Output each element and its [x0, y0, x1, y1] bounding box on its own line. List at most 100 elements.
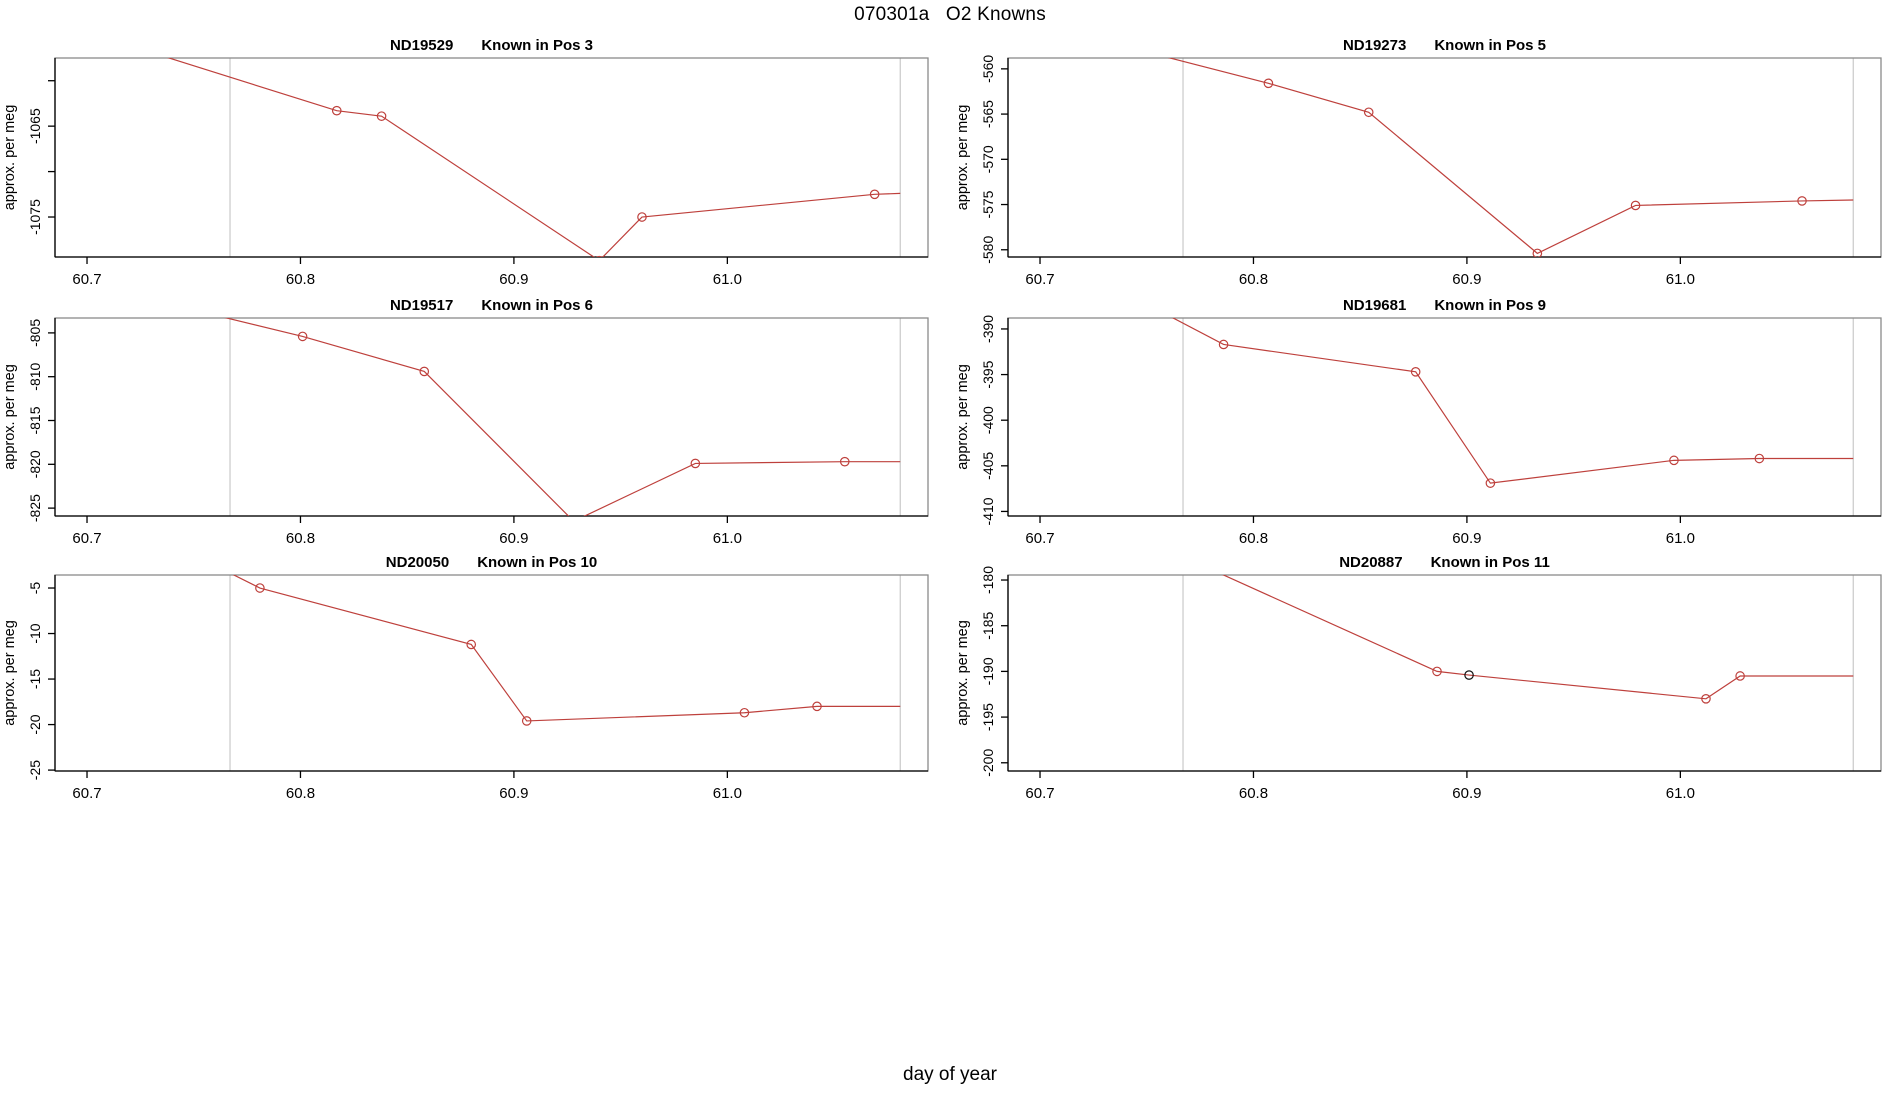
x-tick-label: 60.9 — [499, 785, 528, 802]
series-line — [1222, 575, 1854, 700]
data-point — [1630, 200, 1641, 211]
y-tick-label: -575 — [980, 190, 996, 218]
data-point — [869, 189, 880, 200]
panel-box — [54, 317, 929, 517]
y-tick-label: -820 — [27, 450, 43, 478]
x-tick-label: 60.8 — [1239, 785, 1268, 802]
x-tick-label: 61.0 — [1666, 271, 1695, 288]
data-point — [812, 701, 822, 712]
y-tick-label: -10 — [27, 623, 43, 643]
panel-ND19681: 60.7 60.8 60.9 61.0 -390 -395 -400 -405 -410 appr… — [955, 297, 1882, 547]
y-tick-label: -565 — [980, 100, 996, 128]
y-tick-label: -815 — [27, 406, 43, 434]
panel-box — [1007, 57, 1882, 258]
x-tick-label: 60.8 — [1239, 530, 1268, 547]
x-tick-label: 61.0 — [713, 530, 742, 547]
data-point — [331, 105, 342, 116]
panel-ND20887: 60.7 60.8 60.9 61.0 -180 -185 -190 -195 -200 appr… — [955, 554, 1882, 802]
data-point — [690, 458, 701, 469]
data-point — [569, 517, 577, 525]
x-tick-label: 60.7 — [72, 530, 101, 547]
x-tick-label: 60.9 — [1452, 785, 1481, 802]
x-tick-label: 60.7 — [72, 271, 101, 288]
data-point — [1263, 78, 1274, 89]
y-tick-label: -20 — [27, 714, 43, 734]
data-point — [419, 366, 430, 377]
y-axis-label: approx. per meg — [2, 364, 18, 470]
panel-ND19529: 60.7 60.8 60.9 61.0 -1065 -1075 approx. per me… — [2, 37, 929, 288]
y-tick-label: -390 — [980, 315, 996, 343]
x-tick-label: 60.9 — [499, 530, 528, 547]
y-tick-label: -180 — [980, 566, 996, 594]
panel-box — [54, 57, 929, 258]
x-axis-caption: day of year — [903, 1064, 997, 1085]
y-tick-label: -810 — [27, 362, 43, 390]
y-tick-label: -580 — [980, 236, 996, 264]
data-point — [1735, 671, 1745, 681]
y-axis-label: approx. per meg — [955, 364, 971, 470]
data-point — [1410, 367, 1421, 377]
series-line — [224, 318, 901, 516]
y-axis-label: approx. per meg — [955, 105, 971, 211]
data-point — [255, 583, 265, 593]
y-tick-label: -805 — [27, 319, 43, 347]
y-tick-label: -400 — [980, 406, 996, 434]
x-tick-label: 60.9 — [1452, 271, 1481, 288]
series-line — [232, 575, 901, 722]
x-tick-label: 60.7 — [1025, 785, 1054, 802]
y-tick-label: -195 — [980, 703, 996, 731]
y-tick-label: -410 — [980, 497, 996, 525]
data-point — [1485, 478, 1496, 488]
data-point — [521, 716, 532, 726]
panel-title: ND19681 Known in Pos 9 — [1343, 297, 1546, 314]
x-tick-label: 61.0 — [713, 785, 742, 802]
x-tick-label: 60.8 — [286, 271, 315, 288]
data-point — [1432, 666, 1442, 677]
x-tick-label: 60.8 — [286, 530, 315, 547]
data-point — [1218, 339, 1229, 350]
y-axis-label: approx. per meg — [2, 105, 18, 211]
data-point — [1669, 455, 1679, 466]
x-tick-label: 61.0 — [1666, 785, 1695, 802]
data-point — [1532, 248, 1543, 257]
x-tick-label: 60.7 — [1025, 530, 1054, 547]
x-tick-label: 60.8 — [286, 785, 315, 802]
data-point — [839, 456, 850, 467]
y-tick-label: -560 — [980, 55, 996, 83]
panel-box — [1007, 317, 1882, 517]
x-tick-label: 60.9 — [1452, 530, 1481, 547]
data-point — [1797, 196, 1807, 206]
data-point — [637, 212, 647, 222]
panel-title: ND19529 Known in Pos 3 — [390, 37, 593, 54]
panel-ND20050: 60.7 60.8 60.9 61.0 -5 -10 -15 -20 -25 approx. pe… — [2, 554, 929, 802]
panel-ND19273: 60.7 60.8 60.9 61.0 -560 -565 -570 -575 -580 appr… — [955, 37, 1882, 288]
panel-title: ND19273 Known in Pos 5 — [1343, 37, 1546, 54]
data-point — [596, 255, 603, 257]
x-tick-label: 60.7 — [1025, 271, 1054, 288]
data-point — [466, 639, 477, 650]
y-tick-label: -5 — [27, 582, 43, 595]
y-tick-label: -395 — [980, 360, 996, 388]
series-line — [1167, 58, 1854, 255]
y-axis-label: approx. per meg — [955, 620, 971, 726]
x-tick-label: 61.0 — [713, 271, 742, 288]
x-tick-label: 60.7 — [72, 785, 101, 802]
x-tick-label: 60.8 — [1239, 271, 1268, 288]
data-point — [1754, 453, 1765, 464]
panel-title: ND20887 Known in Pos 11 — [1339, 554, 1550, 571]
x-tick-label: 61.0 — [1666, 530, 1695, 547]
y-tick-label: -200 — [980, 749, 996, 777]
y-tick-label: -1065 — [27, 108, 43, 144]
data-point — [1363, 107, 1374, 118]
series-line — [167, 58, 901, 257]
series-line — [1171, 318, 1854, 484]
y-tick-label: -15 — [27, 669, 43, 689]
data-point — [1701, 694, 1711, 704]
data-point — [739, 707, 750, 718]
panel-title: ND19517 Known in Pos 6 — [390, 297, 593, 314]
panel-ND19517: 60.7 60.8 60.9 61.0 -805 -810 -815 -820 -825 appr… — [2, 297, 929, 547]
data-point — [376, 111, 387, 121]
y-tick-label: -405 — [980, 452, 996, 480]
